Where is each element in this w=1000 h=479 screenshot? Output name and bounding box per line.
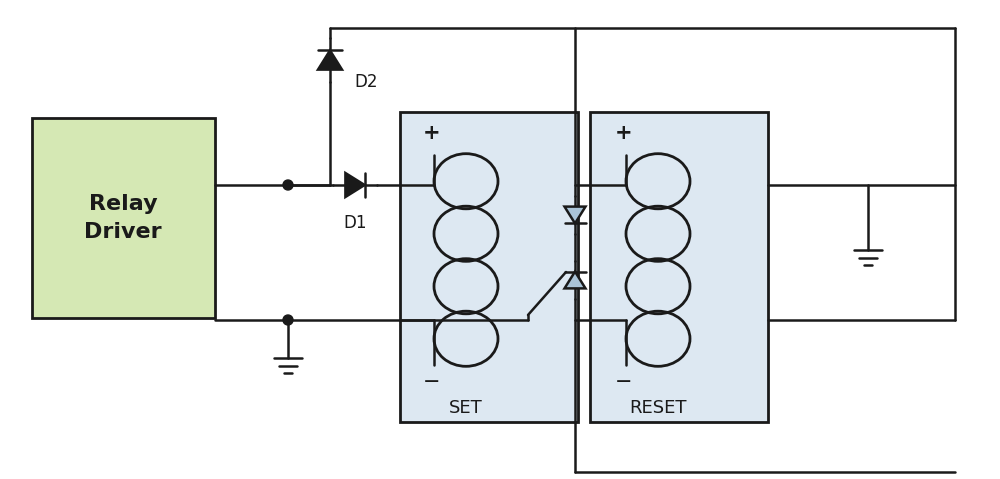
Text: D1: D1 bbox=[343, 214, 367, 232]
Text: +: + bbox=[423, 123, 441, 143]
Bar bbox=[400, 112, 578, 422]
Text: +: + bbox=[615, 123, 633, 143]
Polygon shape bbox=[345, 173, 365, 197]
Bar bbox=[590, 112, 768, 422]
Circle shape bbox=[283, 180, 293, 190]
Text: D2: D2 bbox=[354, 73, 378, 91]
FancyBboxPatch shape bbox=[32, 118, 215, 318]
Polygon shape bbox=[564, 206, 586, 223]
Polygon shape bbox=[564, 272, 586, 288]
Text: RESET: RESET bbox=[629, 399, 687, 417]
Text: SET: SET bbox=[449, 399, 483, 417]
Text: −: − bbox=[423, 372, 441, 392]
Text: −: − bbox=[615, 372, 633, 392]
Circle shape bbox=[283, 315, 293, 325]
Text: Relay
Driver: Relay Driver bbox=[84, 194, 162, 242]
Polygon shape bbox=[318, 50, 342, 69]
